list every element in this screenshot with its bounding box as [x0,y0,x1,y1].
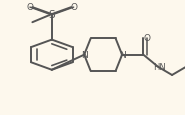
Text: HN: HN [153,63,165,72]
Text: S: S [48,10,55,20]
Text: O: O [26,3,33,12]
Text: N: N [81,51,88,60]
Text: N: N [119,51,125,60]
Text: O: O [144,33,151,42]
Text: O: O [70,3,78,12]
